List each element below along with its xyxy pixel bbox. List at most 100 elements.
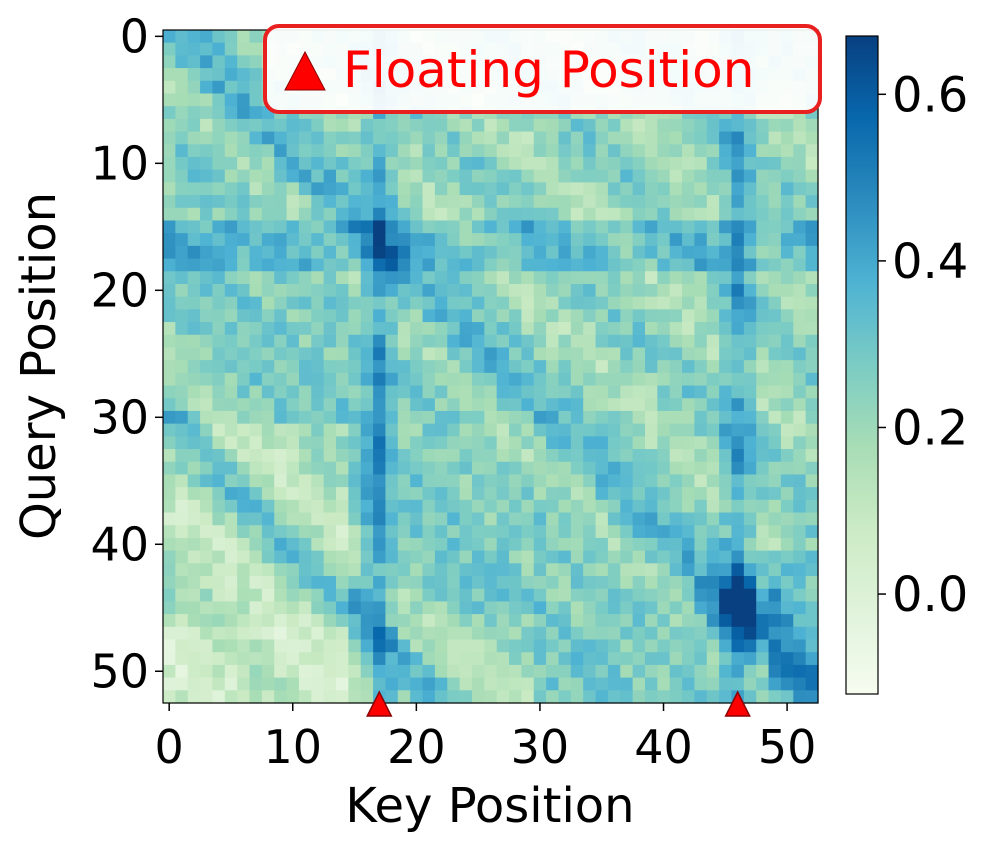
x-tick-label: 30 (511, 720, 570, 774)
heatmap-cell (471, 334, 485, 349)
legend-label: Floating Position (343, 41, 754, 99)
heatmap-cell (200, 182, 214, 196)
heatmap-cell (484, 322, 498, 336)
heatmap-cell (682, 398, 696, 412)
heatmap-cell (805, 245, 819, 260)
heatmap-cell (509, 296, 522, 310)
heatmap-cell (496, 372, 510, 387)
heatmap-cell (756, 652, 770, 666)
heatmap-cell (410, 601, 424, 615)
heatmap-cell (484, 664, 498, 679)
heatmap-cell (805, 550, 819, 564)
heatmap-cell (249, 68, 263, 82)
heatmap-cell (793, 182, 807, 196)
heatmap-cell (261, 258, 275, 272)
heatmap-cell (261, 436, 275, 450)
heatmap-cell (311, 334, 325, 349)
heatmap-cell (286, 614, 300, 628)
heatmap-cell (706, 664, 720, 679)
heatmap-cell (224, 347, 238, 361)
heatmap-cell (533, 322, 547, 336)
heatmap-cell (422, 144, 436, 158)
heatmap-cell (484, 283, 498, 298)
heatmap-cell (644, 398, 658, 412)
heatmap-cell (484, 398, 498, 412)
heatmap-cell (274, 207, 288, 222)
heatmap-cell (410, 398, 424, 412)
heatmap-cell (595, 258, 609, 272)
heatmap-cell (237, 220, 251, 234)
heatmap-cell (249, 30, 263, 44)
heatmap-cell (311, 322, 325, 336)
heatmap-cell (385, 677, 399, 691)
heatmap-cell (459, 512, 473, 526)
heatmap-cell (669, 614, 683, 628)
heatmap-cell (533, 512, 547, 526)
heatmap-cell (286, 347, 300, 361)
heatmap-cell (447, 487, 461, 501)
heatmap-cell (175, 309, 189, 323)
heatmap-cell (644, 372, 658, 387)
heatmap-cell (583, 195, 597, 209)
heatmap-cell (187, 30, 201, 44)
heatmap-cell (644, 322, 658, 336)
heatmap-cell (570, 677, 584, 691)
heatmap-cell (471, 449, 485, 463)
heatmap-cell (311, 385, 325, 399)
heatmap-cell (212, 93, 226, 107)
heatmap-cell (286, 512, 300, 526)
heatmap-cell (471, 512, 485, 526)
heatmap-cell (360, 576, 374, 590)
heatmap-cell (249, 664, 263, 679)
heatmap-cell (533, 499, 547, 514)
heatmap-cell (471, 182, 485, 196)
heatmap-cell (163, 626, 176, 641)
heatmap-cell (434, 309, 448, 323)
heatmap-cell (175, 334, 189, 349)
heatmap-cell (521, 144, 535, 158)
heatmap-cell (224, 169, 238, 183)
heatmap-cell (805, 322, 819, 336)
heatmap-cell (447, 207, 461, 222)
heatmap-cell (422, 436, 436, 450)
heatmap-cell (447, 131, 461, 145)
heatmap-cell (682, 283, 696, 298)
heatmap-cell (521, 283, 535, 298)
heatmap-cell (620, 309, 634, 323)
heatmap-cell (607, 372, 621, 387)
heatmap-cell (533, 690, 547, 704)
heatmap-cell (657, 652, 671, 666)
heatmap-cell (434, 169, 448, 183)
heatmap-cell (780, 182, 794, 196)
heatmap-cell (682, 309, 696, 323)
heatmap-cell (298, 626, 312, 641)
heatmap-cell (620, 182, 634, 196)
heatmap-cell (509, 601, 522, 615)
heatmap-cell (694, 525, 708, 539)
y-tick-label: 30 (90, 390, 149, 444)
heatmap-cell (373, 487, 387, 501)
heatmap-cell (422, 296, 436, 310)
heatmap-cell (657, 576, 671, 590)
heatmap-cell (410, 131, 424, 145)
heatmap-cell (286, 118, 300, 133)
heatmap-cell (323, 398, 337, 412)
heatmap-cell (471, 563, 485, 577)
heatmap-cell (743, 449, 757, 463)
heatmap-cell (187, 195, 201, 209)
heatmap-cell (706, 347, 720, 361)
heatmap-cell (360, 296, 374, 310)
heatmap-cell (163, 207, 176, 222)
heatmap-cell (756, 182, 770, 196)
heatmap-cell (484, 690, 498, 704)
heatmap-cell (373, 207, 387, 222)
heatmap-cell (484, 525, 498, 539)
heatmap-cell (187, 626, 201, 641)
heatmap-cell (200, 512, 214, 526)
heatmap-cell (669, 652, 683, 666)
heatmap-cell (632, 347, 646, 361)
heatmap-cell (756, 360, 770, 374)
heatmap-cell (311, 652, 325, 666)
heatmap-cell (422, 550, 436, 564)
heatmap-cell (743, 664, 757, 679)
